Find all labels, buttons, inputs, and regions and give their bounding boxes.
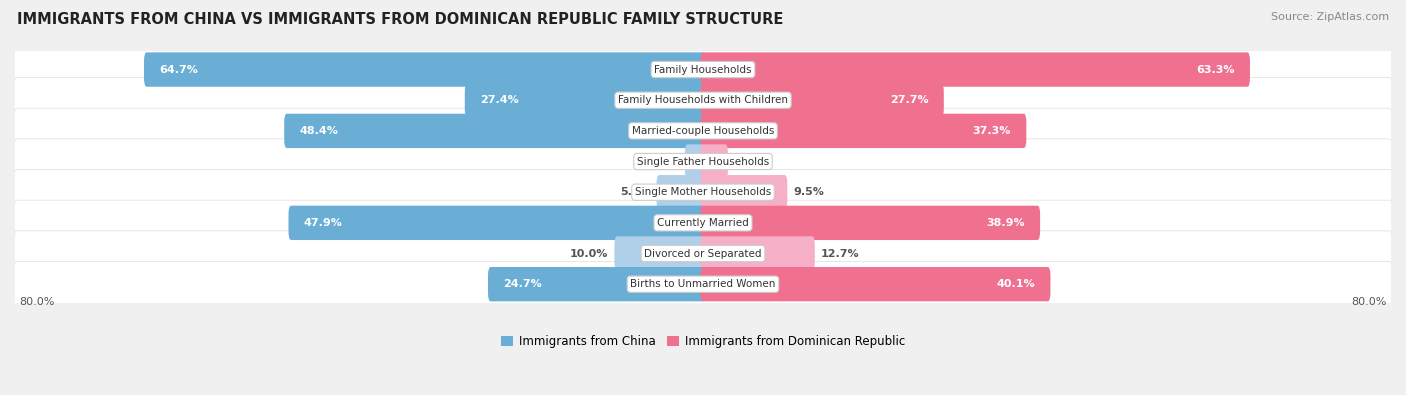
Text: Births to Unmarried Women: Births to Unmarried Women	[630, 279, 776, 289]
Text: Family Households: Family Households	[654, 64, 752, 75]
FancyBboxPatch shape	[14, 139, 1392, 184]
FancyBboxPatch shape	[614, 236, 706, 271]
Text: 12.7%: 12.7%	[821, 248, 859, 258]
Legend: Immigrants from China, Immigrants from Dominican Republic: Immigrants from China, Immigrants from D…	[496, 331, 910, 353]
Text: 1.8%: 1.8%	[648, 156, 679, 167]
FancyBboxPatch shape	[700, 114, 1026, 148]
Text: Divorced or Separated: Divorced or Separated	[644, 248, 762, 258]
FancyBboxPatch shape	[143, 53, 706, 87]
FancyBboxPatch shape	[657, 175, 706, 209]
FancyBboxPatch shape	[700, 267, 1050, 301]
Text: 37.3%: 37.3%	[973, 126, 1011, 136]
Text: 63.3%: 63.3%	[1197, 64, 1234, 75]
Text: 38.9%: 38.9%	[986, 218, 1025, 228]
Text: 2.6%: 2.6%	[734, 156, 765, 167]
Text: 9.5%: 9.5%	[793, 187, 824, 197]
Text: 27.7%: 27.7%	[890, 95, 928, 105]
Text: Married-couple Households: Married-couple Households	[631, 126, 775, 136]
FancyBboxPatch shape	[685, 144, 706, 179]
Text: 80.0%: 80.0%	[20, 297, 55, 307]
Text: IMMIGRANTS FROM CHINA VS IMMIGRANTS FROM DOMINICAN REPUBLIC FAMILY STRUCTURE: IMMIGRANTS FROM CHINA VS IMMIGRANTS FROM…	[17, 12, 783, 27]
Text: 47.9%: 47.9%	[304, 218, 343, 228]
FancyBboxPatch shape	[700, 144, 728, 179]
FancyBboxPatch shape	[465, 83, 706, 117]
Text: 24.7%: 24.7%	[503, 279, 543, 289]
Text: 27.4%: 27.4%	[481, 95, 519, 105]
Text: Source: ZipAtlas.com: Source: ZipAtlas.com	[1271, 12, 1389, 22]
FancyBboxPatch shape	[700, 236, 815, 271]
Text: 64.7%: 64.7%	[159, 64, 198, 75]
FancyBboxPatch shape	[700, 175, 787, 209]
FancyBboxPatch shape	[700, 53, 1250, 87]
Text: 48.4%: 48.4%	[299, 126, 339, 136]
Text: 40.1%: 40.1%	[997, 279, 1035, 289]
FancyBboxPatch shape	[14, 108, 1392, 154]
Text: 80.0%: 80.0%	[1351, 297, 1386, 307]
Text: 10.0%: 10.0%	[569, 248, 609, 258]
FancyBboxPatch shape	[288, 206, 706, 240]
FancyBboxPatch shape	[14, 231, 1392, 276]
FancyBboxPatch shape	[284, 114, 706, 148]
FancyBboxPatch shape	[488, 267, 706, 301]
FancyBboxPatch shape	[14, 169, 1392, 215]
FancyBboxPatch shape	[14, 200, 1392, 246]
FancyBboxPatch shape	[14, 261, 1392, 307]
FancyBboxPatch shape	[700, 206, 1040, 240]
Text: Single Father Households: Single Father Households	[637, 156, 769, 167]
Text: Currently Married: Currently Married	[657, 218, 749, 228]
FancyBboxPatch shape	[700, 83, 943, 117]
Text: 5.1%: 5.1%	[620, 187, 651, 197]
FancyBboxPatch shape	[14, 77, 1392, 123]
FancyBboxPatch shape	[14, 47, 1392, 92]
Text: Single Mother Households: Single Mother Households	[636, 187, 770, 197]
Text: Family Households with Children: Family Households with Children	[619, 95, 787, 105]
